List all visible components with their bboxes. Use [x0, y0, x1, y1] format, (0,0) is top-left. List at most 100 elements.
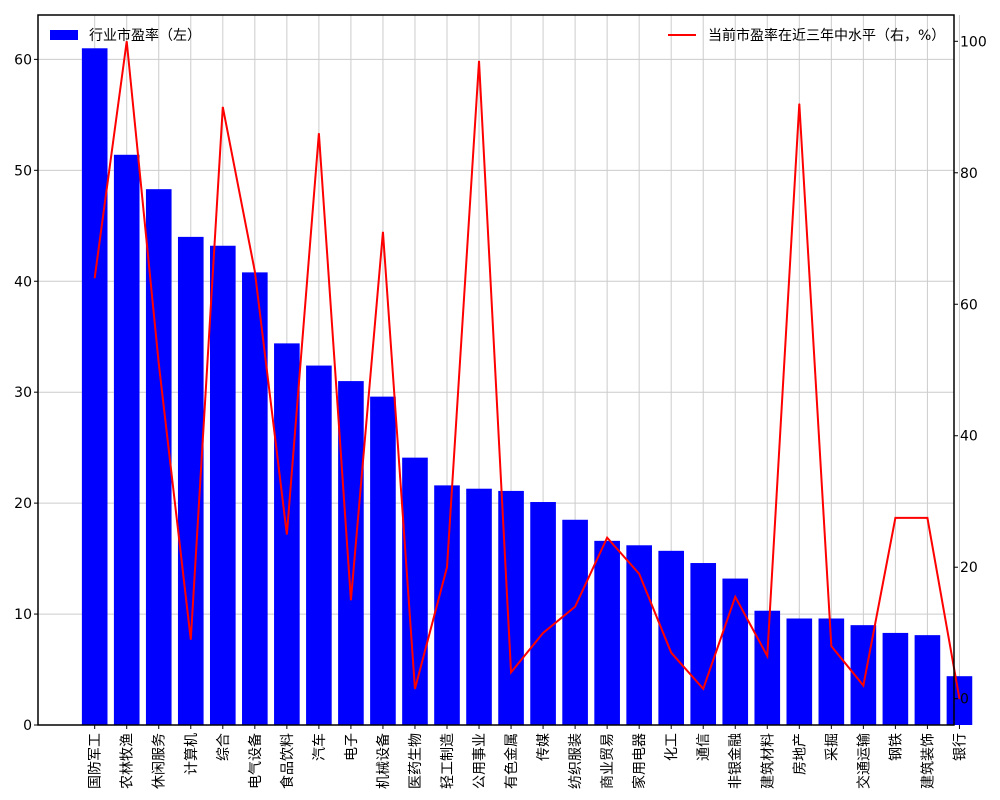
- x-tick-label: 交通运输: [855, 733, 872, 789]
- x-tick-label: 钢铁: [888, 733, 904, 761]
- line-point: [830, 645, 832, 647]
- bar: [306, 365, 332, 725]
- x-tick-label: 休闲服务: [152, 733, 168, 789]
- bar: [434, 485, 460, 725]
- line-point: [126, 40, 128, 42]
- legend-bar: 行业市盈率（左）: [50, 27, 201, 44]
- y-right-tick-label: 40: [960, 429, 978, 445]
- bar: [722, 578, 749, 725]
- bar: [914, 635, 941, 725]
- bar: [690, 563, 717, 725]
- x-tick-label: 房地产: [792, 733, 808, 775]
- x-tick-label: 有色金属: [503, 733, 520, 789]
- x-tick-label: 银行: [952, 733, 968, 761]
- bar: [209, 245, 236, 725]
- x-tick-label: 建筑材料: [760, 733, 776, 789]
- y-right-tick-label: 100: [960, 34, 987, 50]
- bar: [81, 48, 108, 725]
- bar: [338, 381, 364, 725]
- bar-series: [81, 48, 973, 725]
- y-axis-right: 0 20 40 60 80 100: [954, 34, 987, 708]
- line-point: [894, 517, 896, 519]
- x-tick-label: 国防军工: [88, 733, 104, 789]
- x-tick-label: 轻工制造: [440, 733, 456, 789]
- bar: [754, 610, 781, 725]
- line-series: [93, 41, 961, 699]
- line-points: [94, 40, 960, 700]
- line-point: [510, 671, 512, 673]
- y-right-tick-label: 0: [960, 692, 969, 708]
- bar: [626, 545, 652, 725]
- x-tick-label: 农林牧渔: [120, 733, 136, 789]
- y-right-tick-label: 20: [960, 560, 978, 576]
- y-left-tick-label: 50: [14, 163, 32, 179]
- line-point: [702, 688, 704, 690]
- x-tick-label: 采掘: [824, 733, 840, 761]
- x-tick-label: 化工: [664, 733, 680, 761]
- x-tick-label: 机械设备: [375, 733, 392, 789]
- x-tick-label: 公用事业: [472, 733, 488, 789]
- bar: [658, 550, 685, 725]
- x-tick-label: 汽车: [311, 733, 328, 761]
- bar: [946, 676, 973, 725]
- bar: [113, 154, 140, 725]
- line-point: [286, 533, 288, 535]
- line-point: [766, 655, 768, 657]
- line-point: [606, 537, 608, 539]
- x-tick-label: 计算机: [184, 733, 200, 775]
- line-point: [318, 132, 320, 134]
- bar: [562, 519, 588, 725]
- line-point: [734, 596, 736, 598]
- line-point: [350, 599, 352, 601]
- line-point: [798, 103, 800, 105]
- x-tick-label: 医药生物: [408, 733, 424, 789]
- bar: [786, 618, 813, 725]
- line-point: [94, 277, 96, 279]
- line-point: [574, 606, 576, 608]
- line-point: [382, 231, 384, 233]
- y-left-tick-label: 10: [14, 607, 32, 623]
- line-point: [158, 362, 160, 364]
- legend-line-label: 当前市盈率在近三年中水平（右，%）: [708, 27, 945, 44]
- y-left-tick-label: 40: [14, 274, 32, 290]
- legend-bar-swatch: [50, 30, 78, 40]
- x-tick-label: 家用电器: [631, 733, 648, 789]
- x-tick-label: 商业贸易: [600, 733, 616, 789]
- y-axis-left: 0 10 20 30 40 50 60: [14, 52, 38, 734]
- bar: [594, 540, 620, 725]
- legend-line: 当前市盈率在近三年中水平（右，%）: [668, 27, 945, 44]
- x-tick-label: 食品饮料: [279, 733, 296, 789]
- x-tick-label: 电气设备: [247, 733, 264, 789]
- line-point: [542, 632, 544, 634]
- line-point: [414, 688, 416, 690]
- line-point: [862, 685, 864, 687]
- y-left-tick-label: 20: [14, 496, 32, 512]
- line-point: [958, 698, 960, 700]
- x-tick-label: 建筑装饰: [920, 733, 936, 789]
- line-point: [222, 106, 224, 108]
- plot-frame: [37, 14, 955, 726]
- x-tick-label: 纺织服装: [568, 733, 584, 789]
- y-left-tick-label: 0: [23, 718, 32, 734]
- line-point: [638, 573, 640, 575]
- bar: [370, 396, 396, 725]
- x-tick-label: 电子: [344, 733, 360, 761]
- bar: [498, 490, 524, 725]
- bar: [882, 632, 909, 725]
- line-point: [190, 639, 192, 641]
- x-tick-label: 综合: [216, 733, 232, 761]
- bar: [466, 488, 492, 725]
- y-left-tick-label: 30: [14, 385, 32, 401]
- y-left-tick-label: 60: [14, 52, 32, 68]
- line-point: [670, 652, 672, 654]
- line-point: [478, 60, 480, 62]
- line-point: [926, 517, 928, 519]
- bar: [530, 502, 556, 725]
- line-point: [446, 566, 448, 568]
- x-tick-label: 传媒: [536, 733, 552, 761]
- legend-bar-label: 行业市盈率（左）: [89, 27, 201, 44]
- y-right-tick-label: 80: [960, 166, 978, 182]
- y-right-tick-label: 60: [960, 297, 978, 313]
- line-point: [254, 270, 256, 272]
